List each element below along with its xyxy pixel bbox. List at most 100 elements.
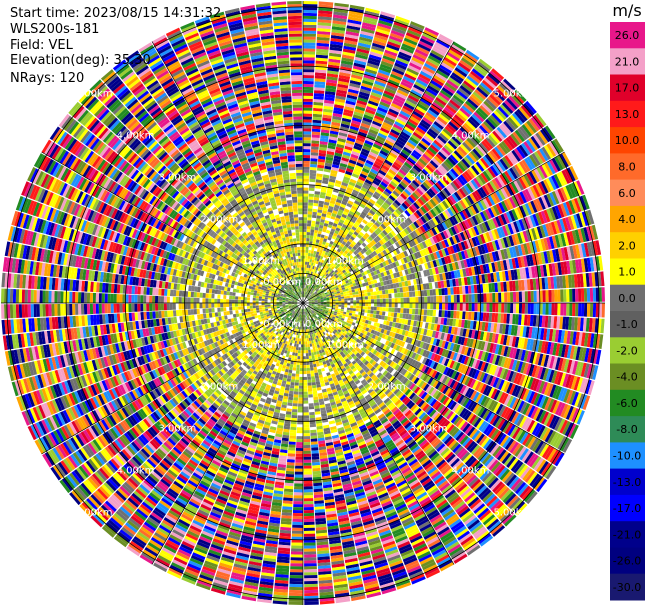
gate-cell xyxy=(394,62,407,70)
gate-cell xyxy=(316,167,324,172)
gate-cell xyxy=(356,181,363,187)
gate-cell xyxy=(362,184,370,190)
gate-cell xyxy=(589,287,594,302)
gate-cell xyxy=(306,279,308,283)
gate-cell xyxy=(332,210,338,215)
gate-cell xyxy=(303,86,314,91)
gate-cell xyxy=(309,274,312,278)
gate-cell xyxy=(333,207,339,212)
gate-cell xyxy=(303,21,317,25)
gate-cell xyxy=(317,245,322,250)
gate-cell xyxy=(305,291,307,295)
gate-cell xyxy=(364,206,371,212)
gate-cell xyxy=(377,72,390,79)
gate-cell xyxy=(415,48,429,58)
gate-cell xyxy=(379,294,383,299)
gate-cell xyxy=(325,255,330,260)
gate-cell xyxy=(303,246,306,250)
gate-cell xyxy=(456,286,460,295)
gate-cell xyxy=(331,26,346,31)
gate-cell xyxy=(340,160,349,165)
gate-cell xyxy=(364,306,368,310)
gate-cell xyxy=(436,295,440,303)
gate-cell xyxy=(394,18,409,27)
gate-cell xyxy=(346,309,350,313)
gate-cell xyxy=(347,91,359,97)
gate-cell xyxy=(377,186,385,193)
gate-cell xyxy=(341,120,351,126)
gate-cell xyxy=(307,270,310,274)
gate-cell xyxy=(319,237,324,241)
gate-cell xyxy=(374,191,381,198)
gate-cell xyxy=(401,43,416,51)
gate-cell xyxy=(486,293,490,303)
gate-cell xyxy=(305,291,308,295)
gate-cell xyxy=(303,69,315,73)
gate-cell xyxy=(343,45,357,51)
gate-cell xyxy=(371,45,385,52)
gate-cell xyxy=(370,91,382,99)
gate-cell xyxy=(311,262,314,266)
gate-cell xyxy=(325,88,336,93)
gate-cell xyxy=(313,99,324,103)
gate-cell xyxy=(387,41,401,49)
gate-cell xyxy=(356,297,360,300)
gate-cell xyxy=(312,278,315,282)
gate-cell xyxy=(306,232,311,236)
gate-cell xyxy=(428,82,441,92)
gate-cell xyxy=(507,292,511,303)
gate-cell xyxy=(324,258,328,262)
gate-cell xyxy=(366,62,379,69)
gate-cell xyxy=(328,260,333,265)
gate-cell xyxy=(351,71,364,77)
gate-cell xyxy=(372,143,382,150)
gate-cell xyxy=(393,312,398,318)
gate-cell xyxy=(379,290,383,295)
gate-cell xyxy=(324,162,332,167)
gate-cell xyxy=(341,305,345,308)
gate-cell xyxy=(380,98,392,106)
gate-cell xyxy=(346,165,355,171)
gate-cell xyxy=(392,68,405,76)
gate-cell xyxy=(328,243,333,248)
gate-cell xyxy=(346,25,361,31)
gate-cell xyxy=(312,208,318,213)
gate-cell xyxy=(322,225,328,230)
gate-cell xyxy=(327,67,340,72)
gate-cell xyxy=(435,288,439,296)
gate-cell xyxy=(303,211,308,215)
gate-cell xyxy=(367,59,380,67)
gate-cell xyxy=(306,285,309,289)
gate-cell xyxy=(352,65,365,72)
gate-cell xyxy=(340,309,344,312)
gate-cell xyxy=(396,312,401,318)
gate-cell xyxy=(344,106,355,112)
gate-cell xyxy=(548,290,552,302)
gate-cell xyxy=(347,298,351,301)
gate-cell xyxy=(304,276,306,280)
gate-cell xyxy=(319,224,324,229)
gate-cell xyxy=(307,279,309,283)
gate-cell xyxy=(377,22,392,30)
gate-cell xyxy=(333,11,348,17)
gate-cell xyxy=(327,263,331,267)
gate-cell xyxy=(369,51,383,58)
gate-cell xyxy=(379,311,383,316)
gate-cell xyxy=(317,271,321,275)
gate-cell xyxy=(346,293,350,296)
gate-cell xyxy=(317,255,321,259)
gate-cell xyxy=(306,295,309,299)
gate-cell xyxy=(338,168,346,174)
gate-cell xyxy=(333,5,349,11)
gate-cell xyxy=(328,139,337,144)
gate-cell xyxy=(393,144,403,152)
gate-cell xyxy=(316,251,320,256)
gate-cell xyxy=(337,211,343,217)
gate-cell xyxy=(357,131,367,137)
gate-cell xyxy=(418,73,431,82)
gate-cell xyxy=(317,16,332,21)
gate-cell xyxy=(399,110,411,118)
gate-cell xyxy=(303,113,313,117)
gate-cell xyxy=(424,62,437,72)
gate-cell xyxy=(436,39,450,49)
